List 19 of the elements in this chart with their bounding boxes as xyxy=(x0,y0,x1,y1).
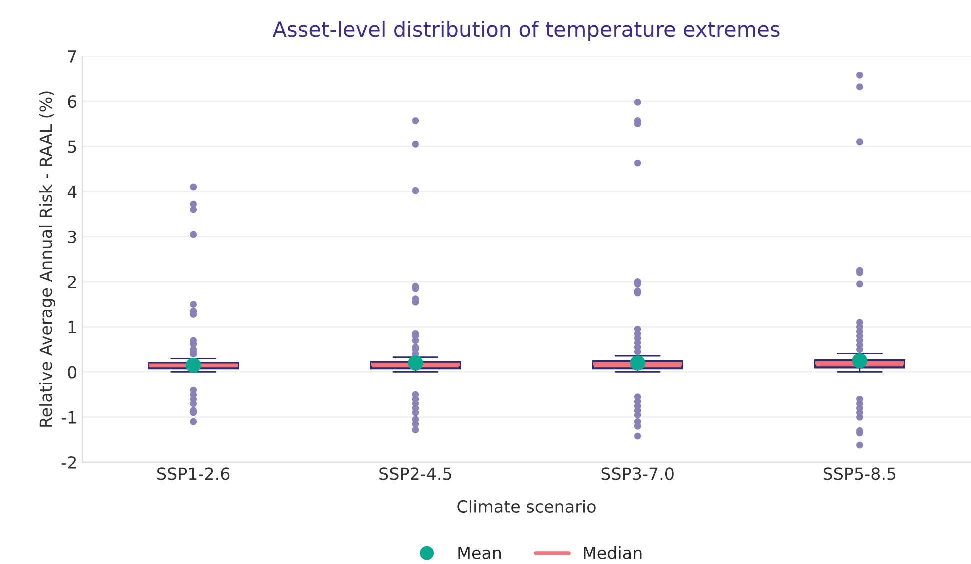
y-tick-label: 2 xyxy=(68,276,76,288)
y-tick-label: 0 xyxy=(68,366,77,379)
y-tick-label: 6 xyxy=(68,95,77,108)
y-tick-label: 4 xyxy=(68,186,77,198)
y-tick-label: -2 xyxy=(62,456,76,469)
y-axis-title: Relative Average Annual Risk - RAAL (%) xyxy=(39,92,56,427)
legend-label: Mean xyxy=(458,547,502,560)
y-tick-label: 5 xyxy=(68,140,76,154)
x-tick-label: SSP1-2.6 xyxy=(158,468,230,480)
legend-label: Median xyxy=(584,546,642,560)
y-tick-label: -1 xyxy=(62,412,76,424)
x-axis-title: Climate scenario xyxy=(458,500,596,514)
y-tick-label: 7 xyxy=(68,50,76,63)
y-tick-label: 3 xyxy=(68,230,76,244)
chart-title: Asset-level distribution of temperature extremes xyxy=(272,21,780,42)
x-tick-label: SSP2-4.5 xyxy=(380,468,452,480)
x-tick-label: SSP3-7.0 xyxy=(602,468,674,480)
x-tick-label: SSP5-8.5 xyxy=(824,468,896,480)
y-tick-label: 1 xyxy=(68,321,76,334)
